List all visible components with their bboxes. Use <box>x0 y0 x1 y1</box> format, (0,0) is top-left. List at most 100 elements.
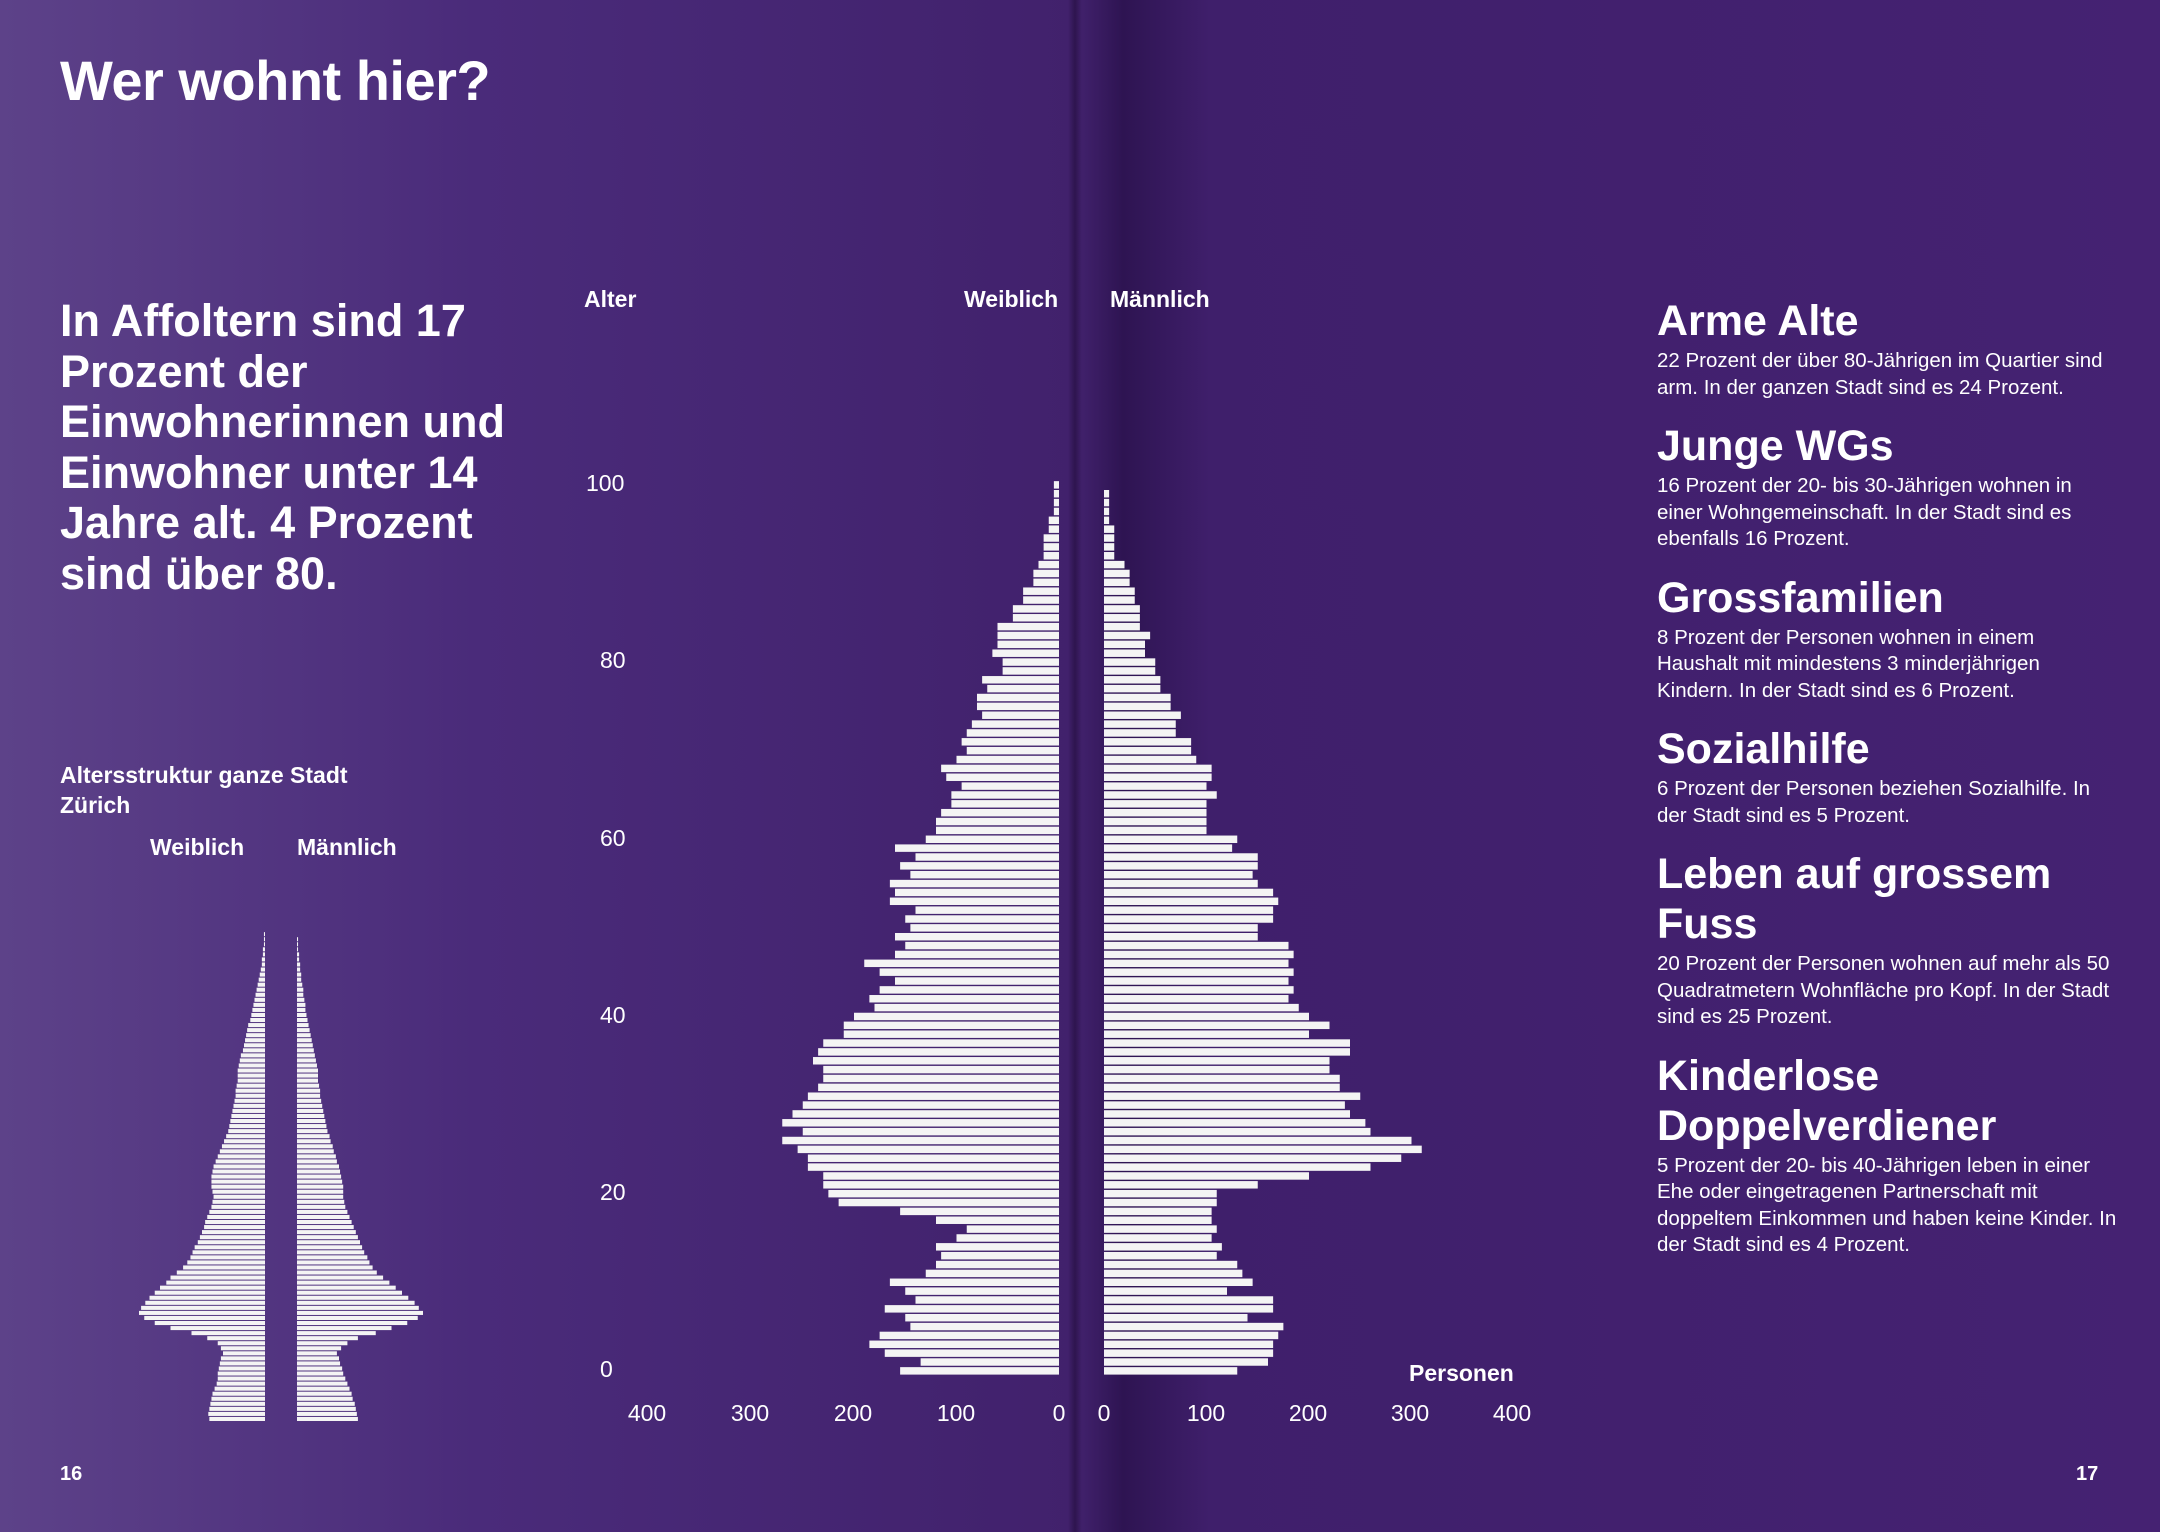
male-bar <box>297 1275 384 1280</box>
male-bar <box>1104 1260 1238 1269</box>
male-bar <box>1104 596 1135 604</box>
male-bar <box>1104 1181 1258 1189</box>
female-bar <box>884 1349 1059 1357</box>
male-bar <box>1104 1119 1366 1127</box>
female-bar <box>807 1163 1059 1171</box>
male-bar <box>297 1376 346 1381</box>
female-bar <box>900 1207 1059 1216</box>
female-bar <box>176 1270 265 1275</box>
male-label: Männlich <box>1110 286 1210 312</box>
male-bar <box>297 1346 342 1351</box>
female-bar <box>191 1331 265 1336</box>
female-bar <box>977 693 1059 702</box>
female-bar <box>1002 667 1059 675</box>
female-bar <box>190 1255 265 1260</box>
male-bar <box>297 937 299 942</box>
female-bar <box>1053 481 1059 489</box>
female-bar <box>1048 525 1059 533</box>
male-bar <box>1104 906 1274 914</box>
female-bar <box>256 987 265 992</box>
female-bar <box>211 1179 265 1184</box>
male-bar <box>297 1159 337 1164</box>
male-bar <box>1104 941 1289 950</box>
male-bar <box>1104 1172 1309 1180</box>
female-bar <box>900 862 1059 870</box>
male-bar <box>1104 729 1176 737</box>
female-bar <box>1012 605 1059 613</box>
male-bar <box>297 1285 396 1290</box>
female-bar <box>251 1012 265 1017</box>
female-bar <box>141 1305 265 1310</box>
small-male-label: Männlich <box>297 834 397 860</box>
male-bar <box>297 1194 344 1199</box>
female-bar <box>895 844 1059 852</box>
male-bar <box>297 1235 358 1240</box>
male-bar <box>297 1113 325 1118</box>
male-bar <box>297 992 304 997</box>
male-bar <box>297 1401 355 1406</box>
female-bar <box>224 1139 265 1144</box>
male-bar <box>1104 693 1171 702</box>
x-tick-label: 100 <box>936 1400 976 1426</box>
male-bar <box>1104 614 1140 622</box>
fact-text: 16 Prozent der 20- bis 30-Jährigen wohne… <box>1657 474 2072 550</box>
female-bar <box>782 1136 1059 1145</box>
female-bar <box>247 1028 265 1033</box>
male-bar <box>297 1028 310 1033</box>
female-bar <box>228 1129 265 1134</box>
male-bar <box>297 942 299 947</box>
female-bar <box>854 1012 1059 1021</box>
male-bar <box>1104 924 1258 932</box>
male-bar <box>1104 915 1274 923</box>
fact-item: Kinderlose Doppelverdiener 5 Prozent der… <box>1657 1051 2117 1259</box>
male-bar <box>297 1002 306 1007</box>
male-bar <box>297 962 301 967</box>
female-bar <box>792 1110 1059 1118</box>
female-bar <box>879 968 1059 976</box>
female-bar <box>915 853 1059 861</box>
male-bar <box>1104 782 1207 790</box>
male-bar <box>297 952 300 957</box>
female-bar <box>217 1154 265 1159</box>
male-bar <box>297 1290 402 1295</box>
female-bar <box>920 1358 1059 1366</box>
female-bar <box>864 959 1059 968</box>
x-tick-label: 400 <box>627 1400 667 1426</box>
female-bar <box>219 1361 265 1366</box>
male-bar <box>1104 1269 1243 1278</box>
y-tick-label: 80 <box>600 647 626 673</box>
male-bar <box>297 1255 368 1260</box>
female-bar <box>982 676 1059 684</box>
male-bar <box>297 1033 311 1038</box>
female-bar <box>262 947 265 952</box>
male-bar <box>297 1321 408 1326</box>
female-bar <box>207 1214 265 1219</box>
female-bar <box>941 808 1059 817</box>
male-bar <box>297 957 300 962</box>
male-bar <box>1104 1367 1238 1375</box>
male-bar <box>1104 1021 1330 1030</box>
y-tick-label: 60 <box>600 825 626 851</box>
female-bar <box>802 1127 1059 1136</box>
fact-item: Sozialhilfe 6 Prozent der Personen bezie… <box>1657 724 2117 829</box>
female-bar <box>215 1159 265 1164</box>
female-bar <box>838 1198 1059 1207</box>
female-bar <box>220 1356 265 1361</box>
female-bar <box>828 1189 1059 1198</box>
female-bar <box>214 1386 265 1391</box>
female-bar <box>895 950 1059 959</box>
female-bar <box>237 1073 265 1078</box>
female-bar <box>202 1230 265 1235</box>
female-bar <box>874 1003 1059 1012</box>
male-bar <box>297 1149 334 1154</box>
male-bar <box>1104 1349 1274 1357</box>
female-bar <box>966 1225 1059 1233</box>
female-bar <box>144 1315 265 1320</box>
female-bar <box>257 982 265 987</box>
male-bar <box>1104 1003 1299 1012</box>
male-bar <box>1104 933 1258 941</box>
male-bar <box>297 1058 316 1063</box>
female-bar <box>910 1322 1059 1331</box>
female-bar <box>807 1092 1059 1100</box>
male-bar <box>1104 738 1192 746</box>
